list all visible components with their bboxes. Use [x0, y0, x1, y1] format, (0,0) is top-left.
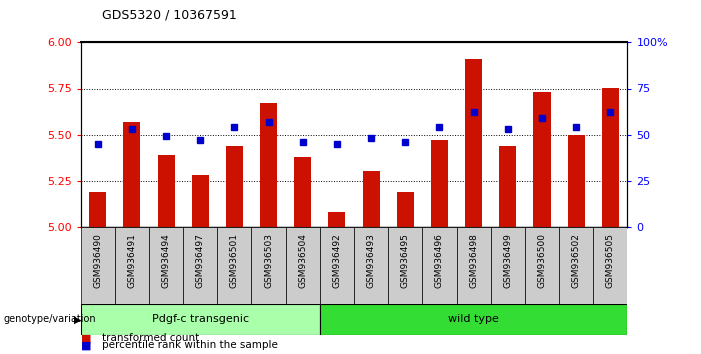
- Bar: [456, 227, 491, 304]
- Bar: [422, 227, 456, 304]
- Bar: [559, 227, 593, 304]
- Text: GSM936492: GSM936492: [332, 233, 341, 287]
- Text: GSM936498: GSM936498: [469, 233, 478, 288]
- Bar: [397, 192, 414, 227]
- Bar: [89, 192, 107, 227]
- Bar: [217, 227, 252, 304]
- Bar: [525, 227, 559, 304]
- Text: GSM936493: GSM936493: [367, 233, 376, 288]
- Bar: [123, 122, 140, 227]
- Bar: [191, 175, 209, 227]
- Bar: [431, 140, 448, 227]
- Bar: [362, 171, 380, 227]
- Bar: [226, 145, 243, 227]
- Bar: [568, 135, 585, 227]
- Bar: [499, 145, 517, 227]
- Bar: [388, 227, 422, 304]
- Bar: [320, 227, 354, 304]
- Bar: [149, 227, 183, 304]
- Text: ■: ■: [81, 333, 91, 343]
- Bar: [252, 227, 286, 304]
- Text: GSM936496: GSM936496: [435, 233, 444, 288]
- Bar: [294, 156, 311, 227]
- Bar: [354, 227, 388, 304]
- Text: GSM936505: GSM936505: [606, 233, 615, 288]
- Bar: [465, 59, 482, 227]
- Bar: [593, 227, 627, 304]
- Text: GSM936494: GSM936494: [161, 233, 170, 287]
- Text: ▶: ▶: [74, 314, 81, 325]
- Bar: [115, 227, 149, 304]
- Text: percentile rank within the sample: percentile rank within the sample: [102, 341, 278, 350]
- Bar: [328, 212, 346, 227]
- Text: ■: ■: [81, 341, 91, 350]
- Bar: [260, 103, 277, 227]
- Text: GSM936503: GSM936503: [264, 233, 273, 288]
- Text: GSM936502: GSM936502: [571, 233, 580, 288]
- Text: GSM936499: GSM936499: [503, 233, 512, 288]
- Text: genotype/variation: genotype/variation: [4, 314, 96, 325]
- Text: GSM936501: GSM936501: [230, 233, 239, 288]
- Bar: [81, 227, 115, 304]
- Text: GSM936491: GSM936491: [128, 233, 137, 288]
- Text: GSM936495: GSM936495: [401, 233, 410, 288]
- Text: Pdgf-c transgenic: Pdgf-c transgenic: [151, 314, 249, 325]
- Text: GSM936490: GSM936490: [93, 233, 102, 288]
- Bar: [491, 227, 525, 304]
- Bar: [158, 155, 175, 227]
- Text: GSM936504: GSM936504: [298, 233, 307, 288]
- Bar: [81, 304, 320, 335]
- Bar: [320, 304, 627, 335]
- Bar: [601, 88, 619, 227]
- Text: GDS5320 / 10367591: GDS5320 / 10367591: [102, 8, 236, 21]
- Text: transformed count: transformed count: [102, 333, 199, 343]
- Bar: [286, 227, 320, 304]
- Text: GSM936497: GSM936497: [196, 233, 205, 288]
- Bar: [533, 92, 550, 227]
- Text: wild type: wild type: [448, 314, 499, 325]
- Text: GSM936500: GSM936500: [538, 233, 547, 288]
- Bar: [183, 227, 217, 304]
